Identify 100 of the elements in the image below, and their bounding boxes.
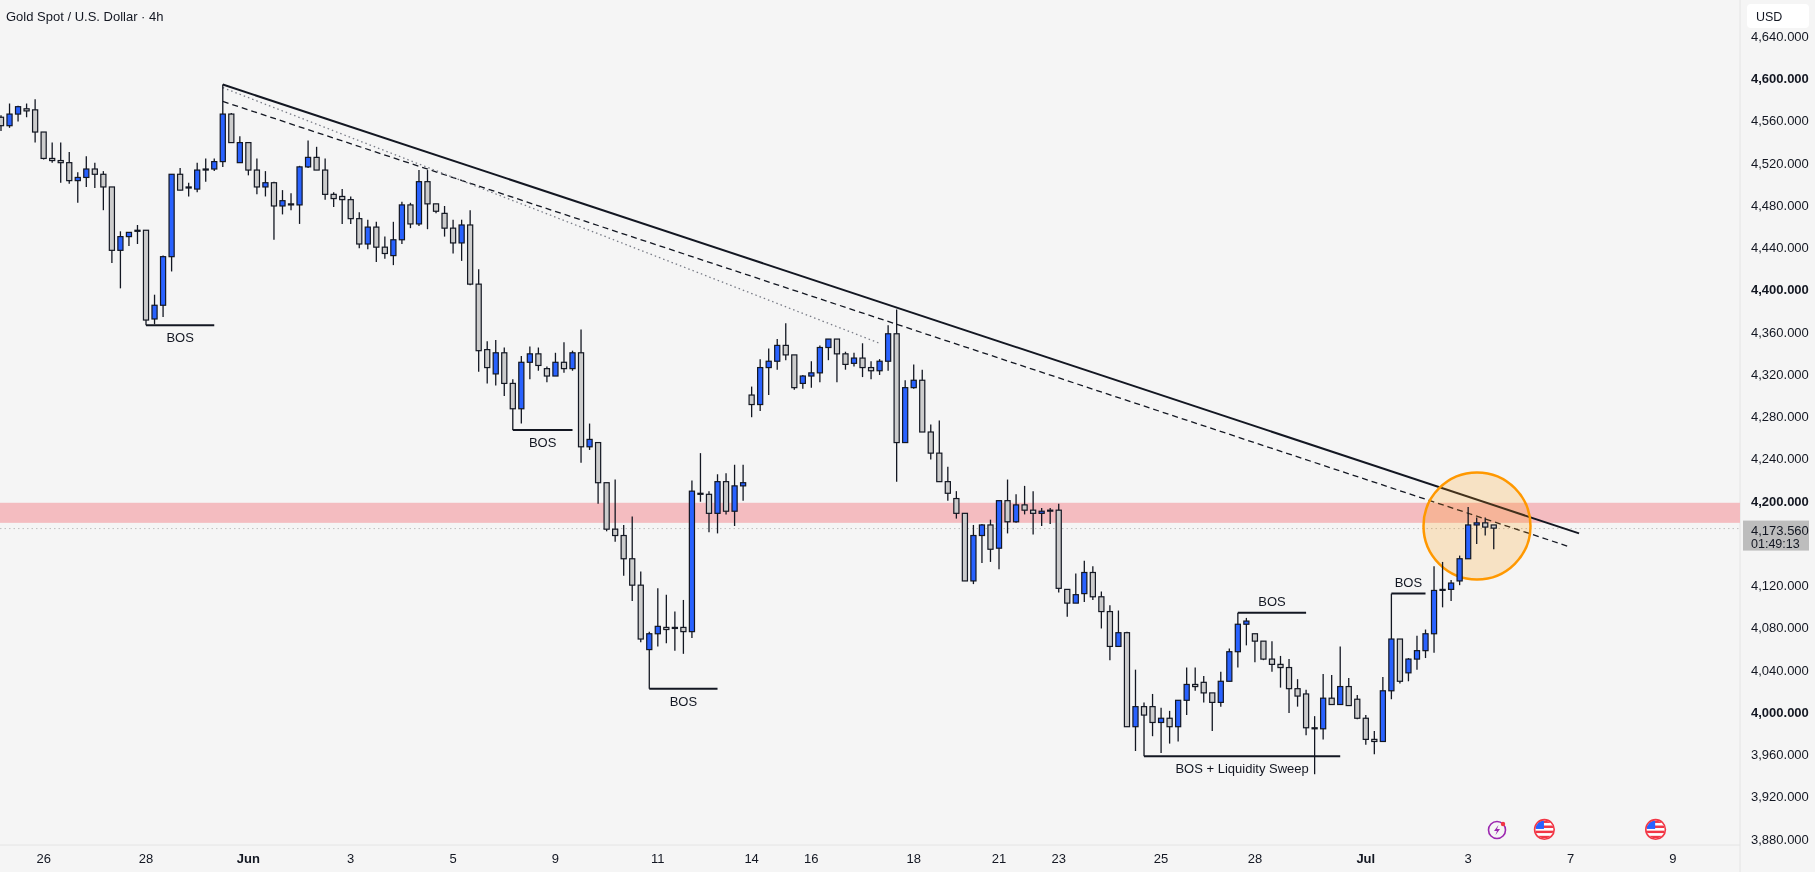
candlestick (91, 162, 98, 189)
candlestick (953, 490, 960, 520)
candlestick (1183, 666, 1190, 716)
candlestick (739, 464, 747, 502)
candlestick (1192, 666, 1199, 692)
candlestick (1345, 677, 1352, 707)
candlestick (833, 338, 841, 384)
candlestick (1149, 693, 1156, 737)
candlestick (1251, 633, 1259, 663)
y-tick-label: 4,640.000 (1751, 28, 1809, 44)
candlestick (287, 192, 295, 211)
candlestick (663, 594, 670, 644)
candlestick (100, 170, 107, 211)
annotation: BOS (1258, 593, 1287, 609)
candlestick (484, 340, 491, 385)
y-tick-label: 4,520.000 (1751, 155, 1809, 171)
candlestick (83, 155, 90, 188)
ref-line-label: 4,173.560 (1751, 522, 1809, 538)
candlestick (313, 146, 320, 171)
candlestick (117, 230, 124, 290)
y-tick-label: 3,920.000 (1751, 788, 1809, 804)
y-tick-label: 4,280.000 (1751, 408, 1809, 424)
candlestick (6, 102, 13, 129)
candlestick (373, 221, 380, 263)
annotation: BOS (669, 693, 698, 709)
candlestick (492, 339, 499, 387)
candlestick (1371, 730, 1378, 755)
candlestick (680, 599, 687, 655)
candlestick (1473, 516, 1480, 545)
candlestick (825, 338, 832, 361)
candlestick (1029, 490, 1037, 536)
candlestick (1285, 658, 1293, 714)
candlestick (262, 170, 269, 198)
text: Gold Spot / U.S. Dollar · 4h (6, 8, 164, 24)
candlestick (236, 135, 243, 164)
x-tick-label: 25 (1153, 850, 1169, 866)
candlestick (944, 466, 951, 502)
candlestick (1328, 674, 1335, 706)
candlestick (339, 188, 346, 225)
candlestick (535, 346, 542, 372)
candlestick (57, 141, 64, 184)
x-tick-label: 21 (991, 850, 1007, 866)
candlestick (279, 189, 286, 216)
y-tick-label: 4,320.000 (1751, 366, 1809, 382)
candlestick (1294, 678, 1301, 708)
annotation: BOS (528, 434, 557, 450)
candlestick (1064, 588, 1071, 618)
y-tick-label: 3,960.000 (1751, 746, 1809, 762)
candlestick (1217, 671, 1224, 708)
x-tick-label: 3 (1464, 850, 1472, 866)
x-tick-label: 28 (138, 850, 154, 866)
candlestick (1012, 493, 1020, 524)
candlestick (1166, 710, 1173, 745)
candlestick (910, 363, 917, 390)
candlestick (407, 202, 414, 229)
candlestick (270, 181, 278, 241)
x-tick-label: 26 (36, 850, 51, 866)
candlestick (1456, 554, 1463, 586)
candlestick (1209, 692, 1216, 732)
y-axis-title: USD (1756, 9, 1783, 24)
candlestick (1200, 675, 1207, 704)
candlestick (304, 139, 312, 169)
x-tick-label: Jun (236, 850, 260, 866)
candlestick (612, 478, 619, 543)
candlestick (859, 342, 866, 378)
x-tick-label: Jul (1356, 850, 1376, 866)
candlestick (1277, 655, 1284, 689)
y-tick-label: 4,240.000 (1751, 450, 1809, 466)
candlestick (31, 98, 39, 144)
candlestick (586, 422, 593, 451)
x-tick-label: 3 (347, 850, 355, 866)
candlestick (552, 352, 559, 377)
candlestick (1004, 478, 1011, 535)
candlestick (1354, 694, 1361, 720)
y-tick-label: 4,400.000 (1751, 281, 1809, 297)
x-tick-label: 16 (804, 850, 819, 866)
candlestick (1072, 572, 1079, 604)
candlestick (424, 169, 431, 230)
y-tick-label: 4,200.000 (1751, 493, 1809, 509)
x-tick-label: 9 (551, 850, 560, 866)
candlestick (66, 151, 73, 185)
x-tick-label: 28 (1247, 850, 1263, 866)
candlestick (620, 524, 627, 577)
candlestick (782, 322, 789, 361)
x-tick-label: 5 (449, 850, 457, 866)
candlestick (441, 205, 448, 238)
candlestick (1081, 560, 1088, 603)
candlestick (1157, 707, 1165, 754)
y-tick-label: 4,000.000 (1751, 704, 1809, 720)
candlestick (1362, 714, 1369, 746)
candlestick (253, 157, 261, 195)
candlestick (458, 219, 465, 262)
x-tick-label: 23 (1051, 850, 1066, 866)
candlestick (765, 347, 772, 396)
candlestick (697, 452, 704, 503)
y-tick-label: 4,560.000 (1751, 112, 1809, 128)
y-tick-label: 3,880.000 (1751, 831, 1809, 847)
candlestick (1243, 617, 1250, 647)
candlestick (1422, 628, 1429, 659)
candlestick (364, 219, 371, 250)
